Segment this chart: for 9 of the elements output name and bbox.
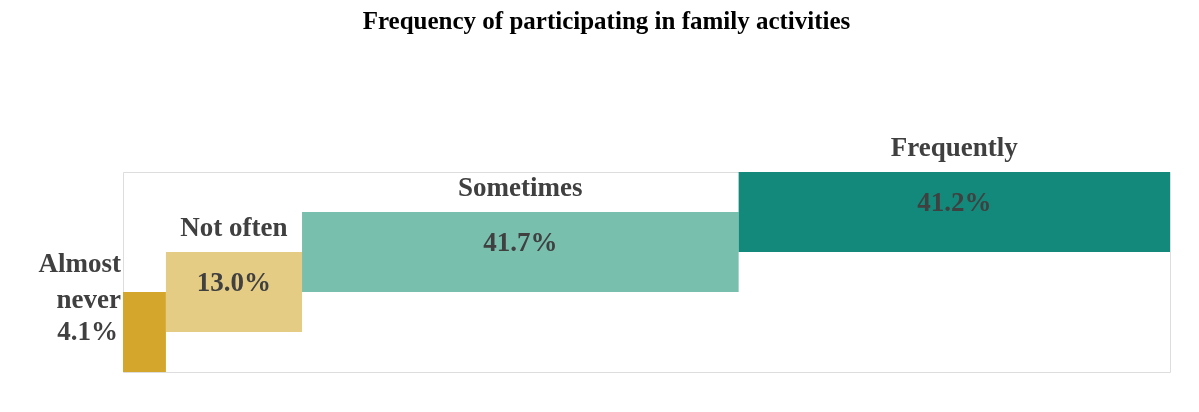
data-label: 13.0% bbox=[196, 267, 272, 297]
data-label: 41.7% bbox=[483, 227, 558, 257]
category-label: Frequently bbox=[890, 132, 1019, 162]
data-label: 41.2% bbox=[917, 187, 992, 217]
category-label: Not often bbox=[180, 212, 288, 242]
category-label: Almost never bbox=[38, 248, 122, 314]
category-label: Sometimes bbox=[458, 172, 583, 202]
text: Frequency of participating in family activities bbox=[362, 7, 851, 34]
data-label: 4.1% bbox=[57, 316, 118, 346]
